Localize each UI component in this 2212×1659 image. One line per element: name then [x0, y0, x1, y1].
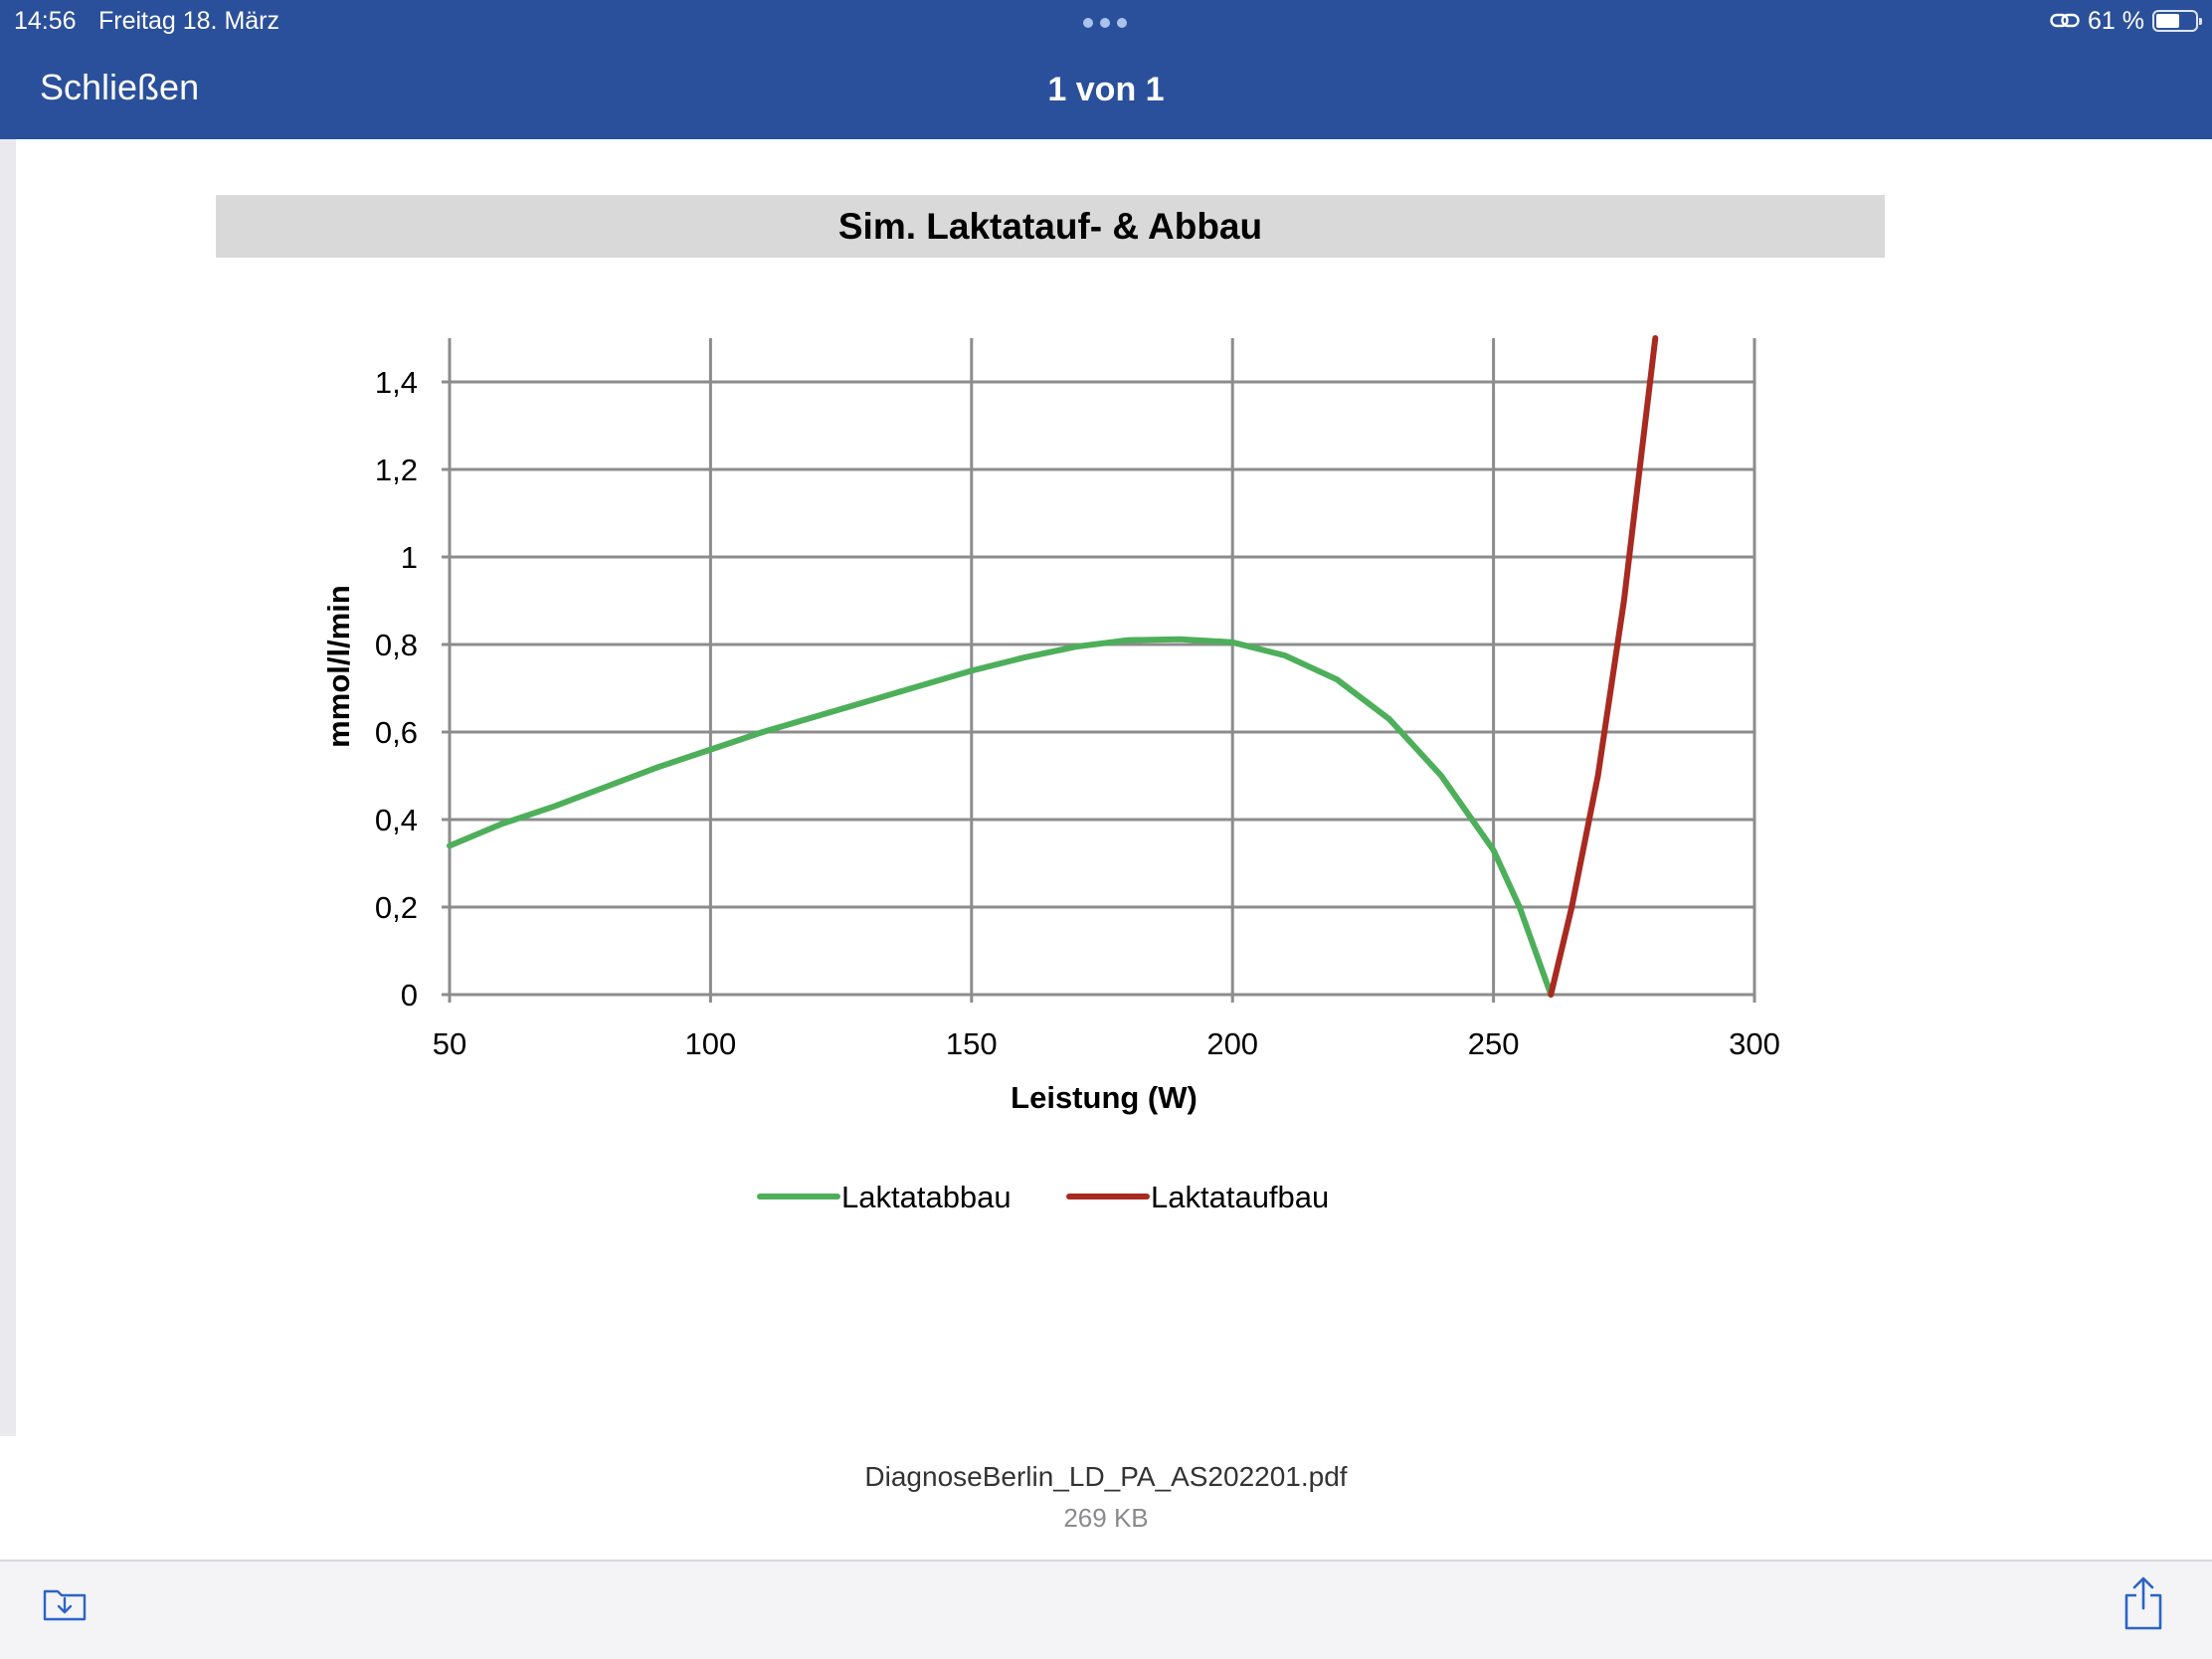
pdf-page: Sim. Laktatauf- & Abbau 0 0,2 0,4 0,6 0,8 1 1,… [16, 139, 2212, 1436]
battery-percentage: 61 % [2088, 6, 2144, 35]
link-icon [2050, 13, 2080, 28]
x-tick-label: 150 [946, 1026, 998, 1061]
file-name: DiagnoseBerlin_LD_PA_AS202201.pdf [864, 1461, 1348, 1492]
x-tick-label: 50 [433, 1026, 466, 1061]
multitasking-dots-icon[interactable] [1081, 18, 1131, 32]
x-tick-label: 250 [1468, 1026, 1520, 1061]
save-to-files-icon[interactable] [42, 1583, 88, 1623]
y-tick-label: 0,2 [375, 890, 418, 925]
status-date: Freitag 18. März [98, 7, 280, 35]
y-tick-label: 0,6 [375, 715, 418, 750]
close-button[interactable]: Schließen [40, 67, 200, 107]
x-axis-label: Leistung (W) [1011, 1080, 1198, 1115]
page-indicator: 1 von 1 [1047, 71, 1165, 108]
battery-level-fill [2156, 14, 2179, 28]
y-tick-label: 1 [401, 540, 418, 575]
series-line-laktatabbau [447, 636, 1555, 998]
chart: Sim. Laktatauf- & Abbau 0 0,2 0,4 0,6 0,8 1 1,… [216, 195, 1885, 1214]
x-tick-label: 100 [685, 1026, 737, 1061]
x-tick-label: 200 [1206, 1026, 1258, 1061]
series-line-laktataufbau [1548, 335, 1659, 998]
y-tick-label: 0 [401, 978, 418, 1013]
legend-label: Laktataufbau [1151, 1180, 1329, 1214]
y-tick-label: 1,2 [375, 453, 418, 487]
bottom-toolbar [0, 1560, 2212, 1659]
y-axis-label: mmol/l/min [321, 585, 356, 748]
x-tick-label: 300 [1729, 1026, 1780, 1061]
y-tick-label: 0,4 [375, 803, 418, 837]
file-info: DiagnoseBerlin_LD_PA_AS202201.pdf 269 KB [0, 1436, 2212, 1560]
share-icon[interactable] [2122, 1575, 2164, 1631]
y-tick-label: 0,8 [375, 628, 418, 662]
y-tick-label: 1,4 [375, 365, 418, 400]
top-bar: 14:56 Freitag 18. März 61 % Schließen 1 … [0, 0, 2212, 139]
status-right: 61 % [2050, 4, 2202, 38]
chart-title: Sim. Laktatauf- & Abbau [838, 206, 1262, 247]
file-size: 269 KB [1063, 1503, 1149, 1533]
legend-label: Laktatabbau [841, 1180, 1012, 1214]
document-viewer[interactable]: Sim. Laktatauf- & Abbau 0 0,2 0,4 0,6 0,8 1 1,… [0, 139, 2212, 1436]
chart-title-banner [216, 195, 1885, 258]
battery-icon [2152, 10, 2202, 32]
status-time: 14:56 [14, 7, 77, 35]
